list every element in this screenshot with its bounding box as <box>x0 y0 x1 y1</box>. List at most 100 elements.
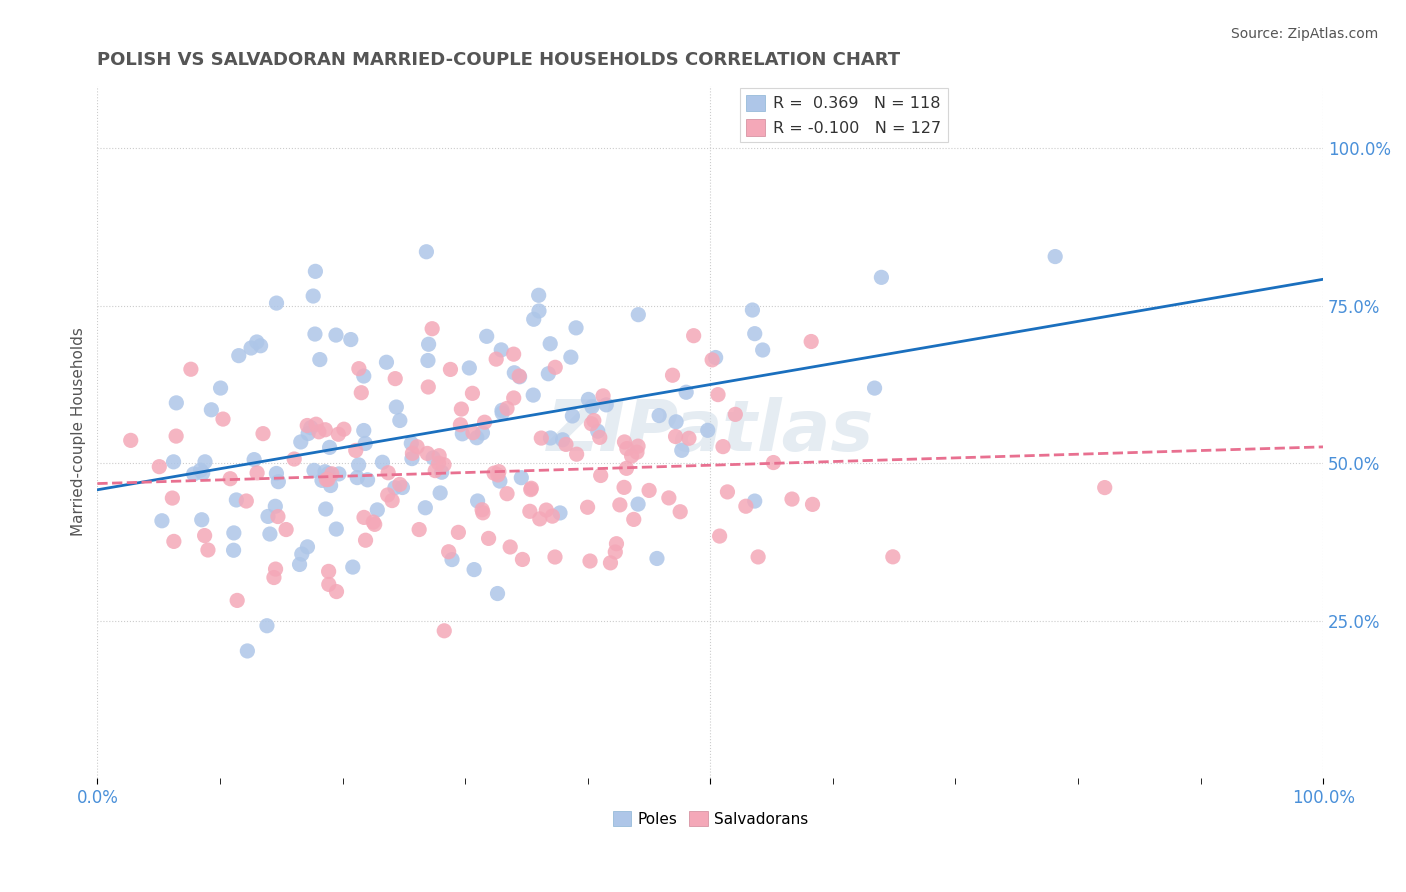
Point <box>316 467 339 481</box>
Point <box>1094 481 1116 495</box>
Point <box>328 427 350 442</box>
Point <box>702 352 724 367</box>
Point <box>304 326 326 341</box>
Point <box>302 463 325 477</box>
Point <box>461 386 484 401</box>
Point <box>361 515 384 529</box>
Point <box>669 505 692 519</box>
Point <box>489 474 512 488</box>
Point <box>194 455 217 469</box>
Point <box>304 264 326 278</box>
Point <box>415 500 437 515</box>
Point <box>416 446 439 460</box>
Point <box>308 425 330 439</box>
Point <box>741 303 763 318</box>
Point <box>347 458 370 472</box>
Point <box>496 486 519 500</box>
Point <box>648 409 671 423</box>
Point <box>274 523 297 537</box>
Point <box>316 473 339 487</box>
Point <box>664 429 686 443</box>
Point <box>429 486 451 500</box>
Point <box>638 483 661 498</box>
Point <box>519 504 541 518</box>
Point <box>257 509 280 524</box>
Point <box>551 433 574 447</box>
Point <box>163 534 186 549</box>
Point <box>425 464 447 478</box>
Point <box>711 440 734 454</box>
Point <box>401 451 423 466</box>
Point <box>467 494 489 508</box>
Point <box>627 439 650 453</box>
Point <box>863 381 886 395</box>
Point <box>427 449 450 463</box>
Point <box>499 540 522 554</box>
Point <box>502 391 524 405</box>
Point <box>762 456 785 470</box>
Point <box>165 396 187 410</box>
Point <box>267 509 290 524</box>
Point <box>314 423 336 437</box>
Point <box>267 475 290 489</box>
Point <box>447 525 470 540</box>
Point <box>658 491 681 505</box>
Point <box>581 417 603 431</box>
Point <box>342 560 364 574</box>
Point <box>200 402 222 417</box>
Point <box>451 426 474 441</box>
Point <box>627 497 650 511</box>
Point <box>463 563 485 577</box>
Point <box>319 478 342 492</box>
Point <box>678 431 700 445</box>
Point <box>235 494 257 508</box>
Point <box>665 415 688 429</box>
Point <box>388 477 411 491</box>
Point <box>219 472 242 486</box>
Point <box>346 470 368 484</box>
Point <box>471 425 494 440</box>
Point <box>264 500 287 514</box>
Point <box>474 415 496 429</box>
Point <box>315 473 337 487</box>
Point <box>538 336 561 351</box>
Point <box>148 459 170 474</box>
Point <box>377 466 399 480</box>
Point <box>353 510 375 524</box>
Point <box>576 500 599 515</box>
Point <box>751 343 773 357</box>
Point <box>589 468 612 483</box>
Point <box>264 562 287 576</box>
Y-axis label: Married-couple Households: Married-couple Households <box>72 327 86 536</box>
Point <box>212 412 235 426</box>
Point <box>377 488 399 502</box>
Point <box>354 436 377 450</box>
Point <box>613 480 636 494</box>
Point <box>266 467 288 481</box>
Point <box>236 644 259 658</box>
Point <box>645 551 668 566</box>
Point <box>527 288 550 302</box>
Point <box>302 289 325 303</box>
Point <box>305 417 328 432</box>
Point <box>734 500 756 514</box>
Point <box>162 491 184 505</box>
Point <box>418 337 440 351</box>
Point <box>430 465 453 479</box>
Point <box>228 349 250 363</box>
Point <box>616 442 638 456</box>
Point <box>560 350 582 364</box>
Point <box>1043 250 1066 264</box>
Point <box>747 549 769 564</box>
Point <box>616 461 638 475</box>
Point <box>439 362 461 376</box>
Point <box>325 522 347 536</box>
Point <box>162 455 184 469</box>
Point <box>605 537 627 551</box>
Point <box>486 467 509 482</box>
Point <box>475 329 498 343</box>
Point <box>780 492 803 507</box>
Point <box>325 584 347 599</box>
Point <box>565 321 588 335</box>
Point <box>707 387 730 401</box>
